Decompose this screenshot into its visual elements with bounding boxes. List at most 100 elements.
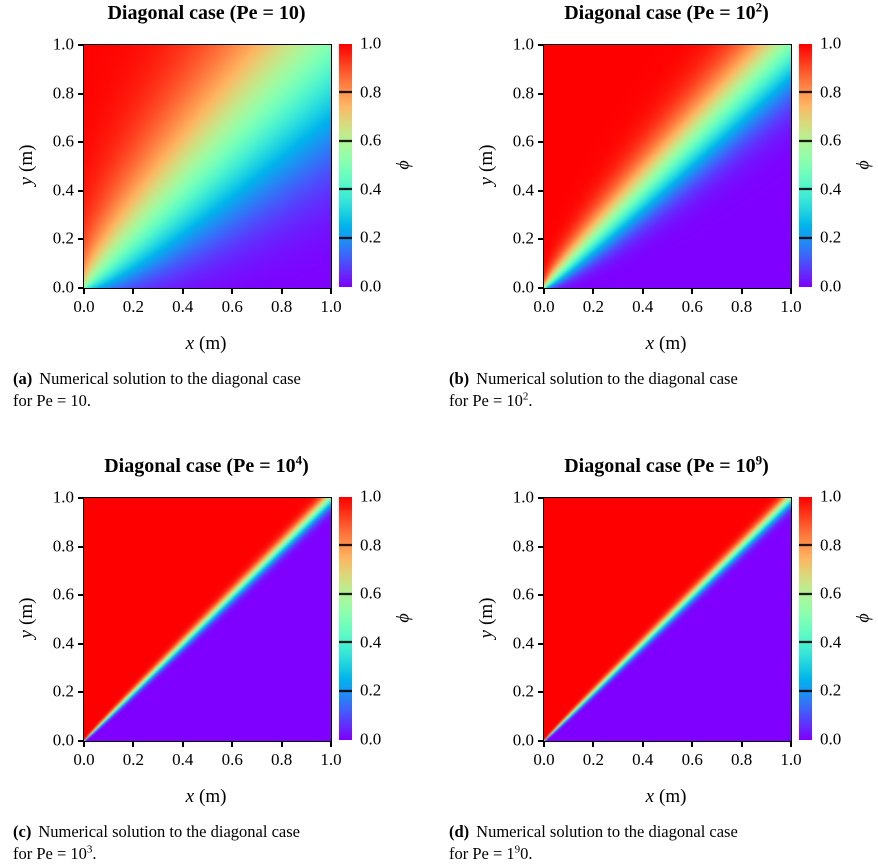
colorbar-tick-label: 0.2 [360,680,382,700]
y-axis-label: y (m) [476,145,498,186]
colorbar-c: 0.0 0.2 0.4 0.6 0.8 1.0 [339,487,381,749]
y-tick-mark [538,287,544,289]
y-tick-label: 0.6 [512,584,534,604]
title-text: Diagonal case (Pe = 10 [564,2,756,24]
x-tick-label: 0.4 [172,750,194,769]
y-tick-mark [538,141,544,144]
caption-line1: (a) Numerical solution to the diagonal ca… [13,368,427,390]
title-text-close: ) [762,2,769,24]
x-tick-label: 0.6 [221,750,243,769]
title-text: Diagonal case (Pe = 10 [564,455,756,477]
y-tick-mark [538,92,544,95]
title-exponent: 2 [755,0,763,15]
x-tick-mark [330,288,332,294]
x-var: x [185,333,194,354]
title-text-close: ) [762,455,769,477]
colorbar-tick-label: 0.8 [360,82,382,102]
caption-line1: (b) Numerical solution to the diagonal ca… [449,368,863,390]
caption-label: (a) [13,369,33,388]
title-text: Diagonal case (Pe = 10 [107,2,299,24]
caption-text: Numerical solution to the diagonal case [39,369,301,388]
caption-line2: for Pe = 10. [13,390,427,412]
caption-pe: for Pe = 1 [449,844,515,863]
caption-label: (c) [13,822,32,841]
colorbar-tick-label: 0.8 [820,535,842,555]
colorbar-tick-label: 0.0 [820,276,842,296]
y-tick-mark [538,44,544,46]
x-tick-mark [280,288,283,294]
x-tick-mark [83,741,85,747]
y-tick-label: 0.0 [512,730,534,750]
colorbar-tick-label: 0.4 [820,179,842,199]
heatmap-canvas-b [544,45,791,288]
y-unit: (m) [16,144,37,172]
y-tick-label: 0.2 [512,228,534,248]
y-var: y [16,177,37,186]
y-tick-mark [78,691,84,694]
caption-pe: for Pe = 10 [13,844,87,863]
y-tick-mark [538,691,544,694]
y-tick-label: 0.0 [52,730,74,750]
y-tick-label: 0.4 [52,633,74,653]
heatmap-plot-d: 0.0 0.2 0.4 0.6 0.8 1.0 0.0 0.2 0.4 0.6 0.8 1.0 [513,488,802,769]
x-tick-label: 0.2 [122,297,145,316]
panel-b-title: Diagonal case (Pe = 102) [543,0,790,25]
colorbar-tick-label: 0.6 [820,130,842,150]
x-tick-label: 0.0 [73,297,95,316]
panel-d: Diagonal case (Pe = 10 9) 0.0 0.2 0.4 0.6 0.8… [439,453,878,868]
y-tick-label: 1.0 [512,34,534,54]
caption-exponent: 9 [514,843,521,856]
x-tick-label: 0.4 [632,297,654,316]
y-tick-label: 0.0 [512,277,534,297]
x-tick-mark [280,741,283,747]
heatmap-canvas-d [544,498,791,741]
caption-line2: for Pe = 103. [13,843,427,865]
x-tick-label: 0.0 [533,750,555,769]
x-tick-mark [592,288,595,294]
y-tick-label: 0.2 [52,228,74,248]
x-axis-label: x (m) [646,786,687,808]
y-tick-label: 0.8 [512,83,534,103]
x-tick-label: 0.6 [681,297,703,316]
x-tick-label: 1.0 [780,750,802,769]
y-unit: (m) [476,144,497,172]
caption-line2: for Pe = 102. [449,390,863,412]
title-exponent: 4 [295,452,303,468]
colorbar-tick-label: 0.8 [820,82,842,102]
x-var: x [185,786,194,807]
caption-label: (b) [449,369,470,388]
y-var: y [476,177,497,186]
colorbar-a: 0.0 0.2 0.4 0.6 0.8 1.0 [339,34,381,296]
caption-line2: for Pe = 190. [449,843,863,865]
x-unit: (m) [659,333,687,354]
title-text-close: ) [298,2,306,24]
x-tick-mark [740,741,743,747]
x-tick-mark [181,741,184,747]
y-tick-mark [78,44,84,46]
y-tick-label: 0.4 [512,180,534,200]
y-tick-label: 0.4 [512,633,534,653]
x-tick-mark [132,741,135,747]
x-tick-label: 0.8 [270,750,293,769]
y-tick-mark [538,740,544,742]
x-tick-label: 0.6 [681,750,703,769]
y-tick-mark [538,642,544,645]
heatmap-canvas-c [84,498,331,741]
colorbar-tick-label: 0.2 [820,680,842,700]
x-tick-label: 0.2 [582,297,605,316]
y-tick-label: 0.0 [52,277,74,297]
x-tick-label: 1.0 [780,297,802,316]
y-tick-mark [78,545,84,548]
caption-text: Numerical solution to the diagonal case [476,822,738,841]
x-tick-label: 0.8 [730,297,753,316]
colorbar-label-phi: ϕ [392,160,413,170]
x-tick-mark [83,288,85,294]
x-unit: (m) [199,333,227,354]
colorbar-tick-label: 1.0 [820,486,842,506]
colorbar-tick-label: 0.6 [360,130,382,150]
y-tick-mark [78,594,84,597]
x-tick-mark [641,288,644,294]
x-tick-mark [592,741,595,747]
caption-text: Numerical solution to the diagonal case [38,822,300,841]
colorbar-canvas-b [799,44,812,287]
